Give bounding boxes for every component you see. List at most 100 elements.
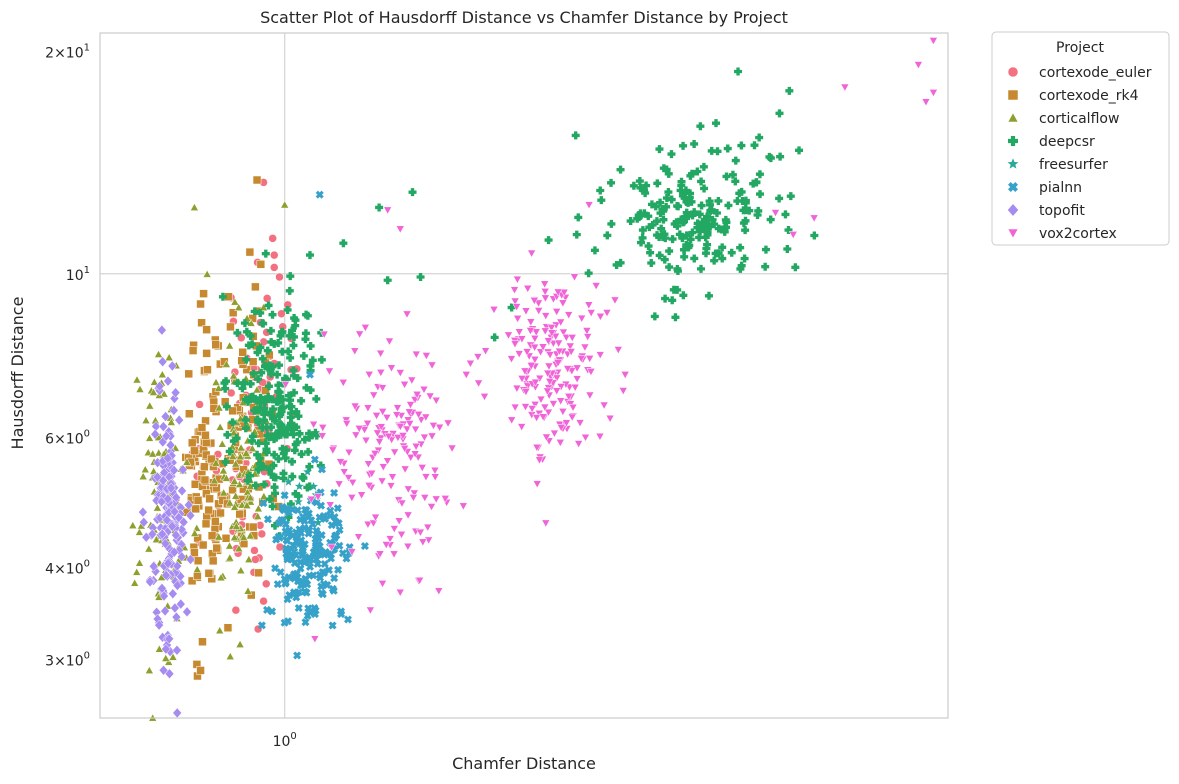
- data-point: [309, 420, 319, 429]
- data-point: [286, 500, 295, 509]
- data-point: [278, 395, 287, 404]
- data-point: [699, 218, 708, 227]
- data-point: [291, 316, 300, 325]
- data-point: [652, 217, 661, 226]
- data-point: [262, 294, 272, 303]
- data-point: [311, 428, 320, 437]
- data-point: [538, 343, 548, 352]
- data-point: [697, 201, 706, 210]
- data-point: [741, 226, 750, 235]
- legend-marker: [1007, 66, 1019, 78]
- data-point: [583, 333, 593, 342]
- data-point: [219, 466, 228, 475]
- data-point: [189, 202, 199, 211]
- data-point: [330, 574, 339, 583]
- data-point: [297, 450, 306, 459]
- data-point: [512, 384, 522, 393]
- data-point: [665, 247, 674, 256]
- data-point: [254, 465, 263, 474]
- data-point: [566, 348, 576, 357]
- x-axis-ticks: 100: [273, 731, 297, 750]
- data-point: [273, 397, 282, 406]
- data-point: [512, 275, 522, 284]
- data-point: [174, 512, 184, 523]
- data-point: [521, 388, 531, 397]
- data-point: [277, 309, 286, 318]
- y-tick-label: 6×100: [45, 428, 90, 447]
- data-point: [230, 502, 239, 511]
- data-point: [563, 365, 573, 374]
- data-point: [656, 198, 665, 207]
- data-point: [268, 310, 277, 319]
- data-point: [682, 231, 691, 240]
- data-point: [273, 580, 282, 589]
- data-point: [586, 309, 596, 318]
- data-point: [234, 303, 244, 311]
- series-topofit: [138, 324, 196, 719]
- data-point: [281, 579, 290, 588]
- data-point: [328, 446, 338, 455]
- data-point: [419, 386, 429, 394]
- data-point: [253, 450, 262, 459]
- data-point: [675, 230, 684, 239]
- data-point: [676, 186, 685, 195]
- data-point: [241, 448, 251, 457]
- data-point: [185, 409, 194, 418]
- data-point: [256, 343, 265, 352]
- data-point: [679, 218, 688, 227]
- data-point: [269, 263, 279, 272]
- data-point: [190, 528, 200, 537]
- data-point: [190, 480, 200, 489]
- data-point: [686, 171, 695, 180]
- legend-item-cortexode_euler: cortexode_euler: [1007, 65, 1152, 81]
- data-point: [176, 551, 187, 563]
- data-point: [308, 520, 317, 529]
- data-point: [169, 506, 180, 517]
- data-point: [530, 343, 540, 352]
- data-point: [225, 498, 235, 507]
- data-point: [354, 425, 364, 434]
- data-point: [185, 510, 196, 521]
- data-point: [211, 517, 220, 526]
- data-point: [357, 491, 367, 500]
- data-point: [576, 355, 586, 364]
- data-point: [253, 415, 262, 424]
- data-point: [712, 119, 721, 128]
- data-point: [395, 369, 405, 378]
- data-point: [306, 495, 316, 504]
- data-point: [245, 247, 255, 257]
- data-point: [584, 201, 594, 210]
- data-point: [754, 206, 763, 215]
- data-point: [332, 531, 341, 540]
- data-point: [232, 434, 241, 443]
- data-point: [535, 374, 545, 383]
- data-point: [240, 319, 249, 328]
- data-point: [400, 445, 410, 453]
- data-point: [259, 416, 268, 425]
- data-point: [187, 576, 197, 586]
- data-point: [703, 230, 712, 239]
- data-point: [261, 249, 270, 258]
- data-point: [313, 493, 323, 502]
- data-point: [223, 623, 233, 632]
- data-point: [783, 244, 792, 253]
- data-point: [784, 226, 793, 235]
- data-point: [420, 494, 430, 503]
- data-point: [659, 215, 668, 224]
- data-point: [532, 443, 542, 452]
- data-point: [239, 379, 248, 388]
- data-point: [646, 248, 655, 257]
- data-point: [160, 605, 170, 617]
- data-point: [266, 326, 275, 335]
- data-point: [695, 233, 704, 242]
- data-point: [301, 335, 310, 344]
- data-point: [288, 457, 297, 466]
- data-point: [306, 361, 315, 370]
- data-point: [139, 516, 149, 528]
- data-point: [319, 330, 329, 339]
- data-point: [211, 340, 220, 349]
- data-point: [263, 605, 272, 614]
- data-point: [407, 376, 417, 385]
- data-point: [267, 338, 276, 347]
- data-point: [540, 288, 550, 297]
